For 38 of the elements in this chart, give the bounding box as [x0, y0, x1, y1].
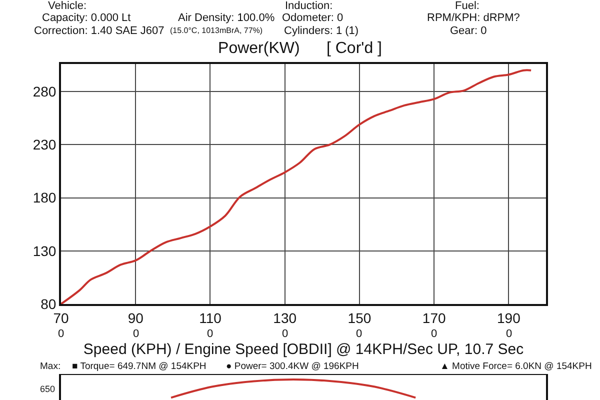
text: Capacity: 0.000 Lt	[42, 12, 131, 24]
x-tick-label: 90	[128, 310, 144, 326]
text: Correction: 1.40 SAE J607	[34, 25, 164, 37]
x-tick-label: 70	[53, 310, 69, 326]
text: 0	[58, 328, 64, 340]
text: RPM/KPH: dRPM?	[427, 12, 520, 24]
text: 0	[431, 328, 438, 340]
text: Gear: 0	[450, 25, 487, 37]
text: 0	[506, 328, 512, 340]
text: Odometer: 0	[282, 12, 344, 24]
text: (15.0°C, 1013mBrA, 77%)	[170, 26, 263, 35]
line-series	[61, 69, 532, 304]
text: Max:	[40, 361, 61, 372]
y-tick-label: 80	[40, 296, 56, 312]
x-tick-label: 130	[273, 310, 297, 326]
y-tick-label: 130	[32, 242, 56, 259]
x-tick-label: 110	[199, 310, 222, 326]
text: 0	[207, 328, 214, 340]
text: ▲ Motive Force= 6.0KN @ 154KPH	[440, 361, 592, 372]
text: Vehicle:	[48, 0, 87, 12]
x-tick-label: 170	[422, 310, 446, 326]
y-tick-label: 180	[32, 190, 56, 206]
x-axis-title: Speed (KPH) / Engine Speed [OBDII] @ 14KPH/Sec UP, 10.7 Sec	[83, 341, 524, 358]
text: Cylinders: 1 (1)	[284, 25, 359, 37]
y-tick-label: 230	[32, 136, 56, 153]
x-tick-label: 150	[348, 310, 372, 326]
text: 0	[282, 328, 288, 340]
chart-title: Power(KW) [ Cor'd ]	[218, 40, 382, 58]
x-tick-label: 190	[497, 310, 521, 326]
text: Induction:	[285, 0, 333, 12]
text: Fuel:	[455, 0, 480, 12]
text: 0	[356, 328, 362, 340]
text: 0	[133, 328, 140, 340]
text: ■ Torque= 649.7NM @ 154KPH	[72, 361, 206, 372]
y-tick-label: 280	[32, 84, 56, 100]
text: Air Density: 100.0%	[178, 12, 275, 24]
text: ● Power= 300.4KW @ 196KPH	[226, 361, 359, 372]
text: 650	[40, 384, 56, 394]
